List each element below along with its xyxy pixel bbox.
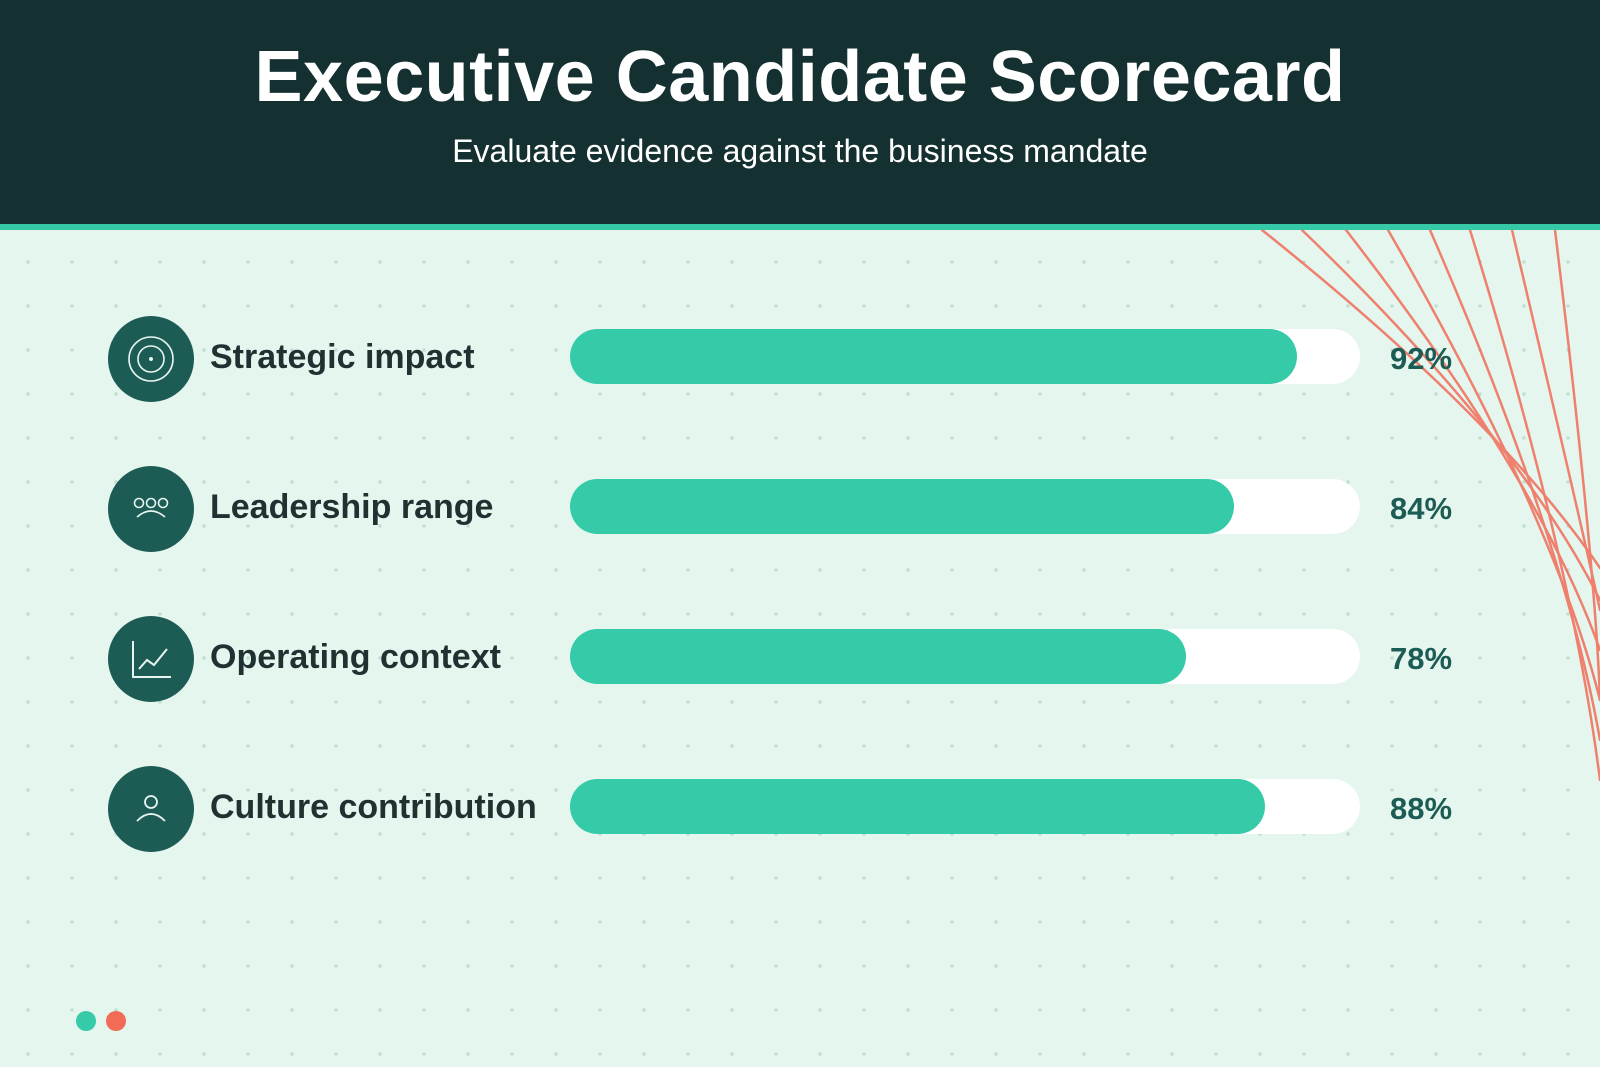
value-label: 78%	[1390, 641, 1453, 676]
bar-track	[570, 629, 1360, 684]
category-label: Strategic impact	[210, 338, 475, 376]
score-row-strategic-impact: Strategic impact 92%	[108, 316, 1488, 402]
line-chart-icon	[108, 616, 194, 702]
category-label: Operating context	[210, 638, 501, 676]
page-title: Executive Candidate Scorecard	[254, 37, 1346, 117]
bar-leadership-range	[570, 479, 1234, 534]
page-dot[interactable]	[106, 1011, 126, 1031]
page-subtitle: Evaluate evidence against the business m…	[452, 133, 1148, 169]
bar-culture-contribution	[570, 779, 1266, 834]
header-banner: Executive Candidate Scorecard Evaluate e…	[0, 0, 1600, 224]
bar-track	[570, 479, 1360, 534]
value-label: 88%	[1390, 791, 1453, 826]
bar-track	[570, 329, 1360, 384]
person-icon	[108, 766, 194, 852]
score-row-operating-context: Operating context 78%	[108, 616, 1488, 702]
category-label: Culture contribution	[210, 788, 537, 826]
bar-operating-context	[570, 629, 1187, 684]
value-label: 84%	[1390, 491, 1453, 526]
category-label: Leadership range	[210, 488, 494, 526]
score-row-culture-contribution: Culture contribution 88%	[108, 766, 1488, 852]
page-dot-active[interactable]	[76, 1011, 96, 1031]
bar-strategic-impact	[570, 329, 1297, 384]
target-icon	[108, 316, 194, 402]
score-row-leadership-range: Leadership range 84%	[108, 466, 1488, 552]
team-icon	[108, 466, 194, 552]
header-accent-rule	[0, 224, 1600, 230]
value-label: 92%	[1390, 341, 1453, 376]
bar-track	[570, 779, 1360, 834]
